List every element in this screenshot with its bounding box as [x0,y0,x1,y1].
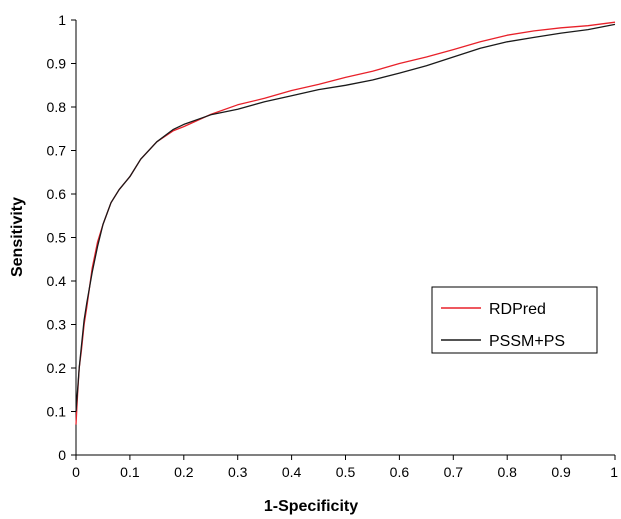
x-tick-label: 1 [610,464,618,480]
x-axis-ticks: 0 0.1 0.2 0.3 0.4 0.5 0.6 0.7 0.8 0.9 1 [72,455,618,480]
legend: RDPred PSSM+PS [431,286,598,354]
y-tick-label: 0.9 [47,56,67,72]
y-tick-label: 1 [58,12,66,28]
y-tick-label: 0.1 [47,404,67,420]
x-tick-label: 0.5 [336,464,356,480]
y-tick-label: 0.8 [47,99,67,115]
x-tick-label: 0.4 [282,464,302,480]
plot-area: 0 0.1 0.2 0.3 0.4 0.5 0.6 0.7 0.8 0.9 1 0 0.1 0.2 0.3… [47,12,619,480]
x-tick-label: 0.7 [444,464,464,480]
y-tick-label: 0 [58,447,66,463]
legend-label: RDPred [489,301,546,318]
x-tick-label: 0.1 [120,464,140,480]
y-axis-title: Sensitivity [9,197,26,277]
x-tick-label: 0.2 [174,464,194,480]
x-tick-label: 0.8 [497,464,517,480]
x-tick-label: 0 [72,464,80,480]
x-tick-label: 0.9 [551,464,571,480]
series-lines [75,21,616,425]
y-tick-label: 0.3 [47,317,67,333]
legend-label: PSSM+PS [489,333,565,350]
y-tick-label: 0.5 [47,230,67,246]
series-line-rdpred [75,21,616,425]
legend-box [431,286,598,354]
x-tick-label: 0.6 [390,464,410,480]
series-line-pssm-ps [75,23,616,412]
y-axis-ticks: 0 0.1 0.2 0.3 0.4 0.5 0.6 0.7 0.8 0.9 1 [47,12,76,463]
y-tick-label: 0.7 [47,143,67,159]
x-tick-label: 0.3 [228,464,248,480]
y-tick-label: 0.4 [47,273,67,289]
x-axis-title: 1-Specificity [264,498,358,515]
y-tick-label: 0.2 [47,360,67,376]
y-tick-label: 0.6 [47,186,67,202]
